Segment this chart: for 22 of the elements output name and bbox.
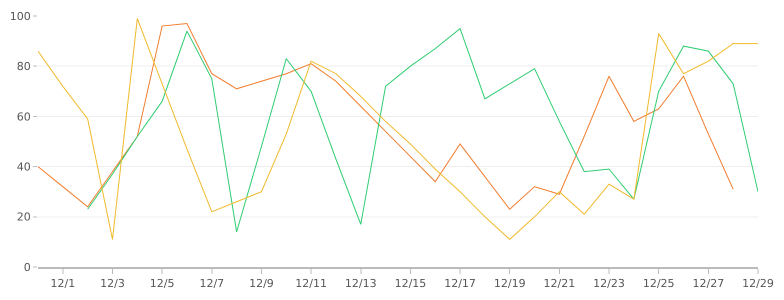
- x-tick-label: 12/19: [494, 277, 526, 290]
- x-tick-label: 12/23: [593, 277, 625, 290]
- x-tick-label: 12/9: [249, 277, 274, 290]
- x-tick-label: 12/25: [642, 277, 675, 290]
- y-tick-label: 80: [16, 60, 31, 74]
- x-tick-label: 12/3: [100, 277, 125, 290]
- y-tick-label: 100: [10, 10, 31, 23]
- y-tick-label: 20: [16, 210, 31, 224]
- line-series: [38, 23, 734, 210]
- x-tick-label: 12/17: [444, 277, 476, 290]
- x-tick-label: 12/13: [344, 277, 377, 290]
- x-tick-label: 12/11: [295, 277, 327, 290]
- x-tick-label: 12/27: [692, 277, 724, 290]
- x-tick-label: 12/7: [199, 277, 224, 290]
- x-tick-label: 12/5: [150, 277, 174, 290]
- x-tick-label: 12/1: [50, 277, 76, 290]
- y-tick-label: 40: [16, 160, 31, 174]
- x-tick-label: 12/29: [742, 277, 774, 290]
- y-tick-label: 60: [16, 110, 31, 124]
- x-tick-label: 12/15: [394, 277, 426, 290]
- x-tick-label: 12/21: [544, 277, 576, 290]
- y-tick-label: 0: [24, 260, 31, 274]
